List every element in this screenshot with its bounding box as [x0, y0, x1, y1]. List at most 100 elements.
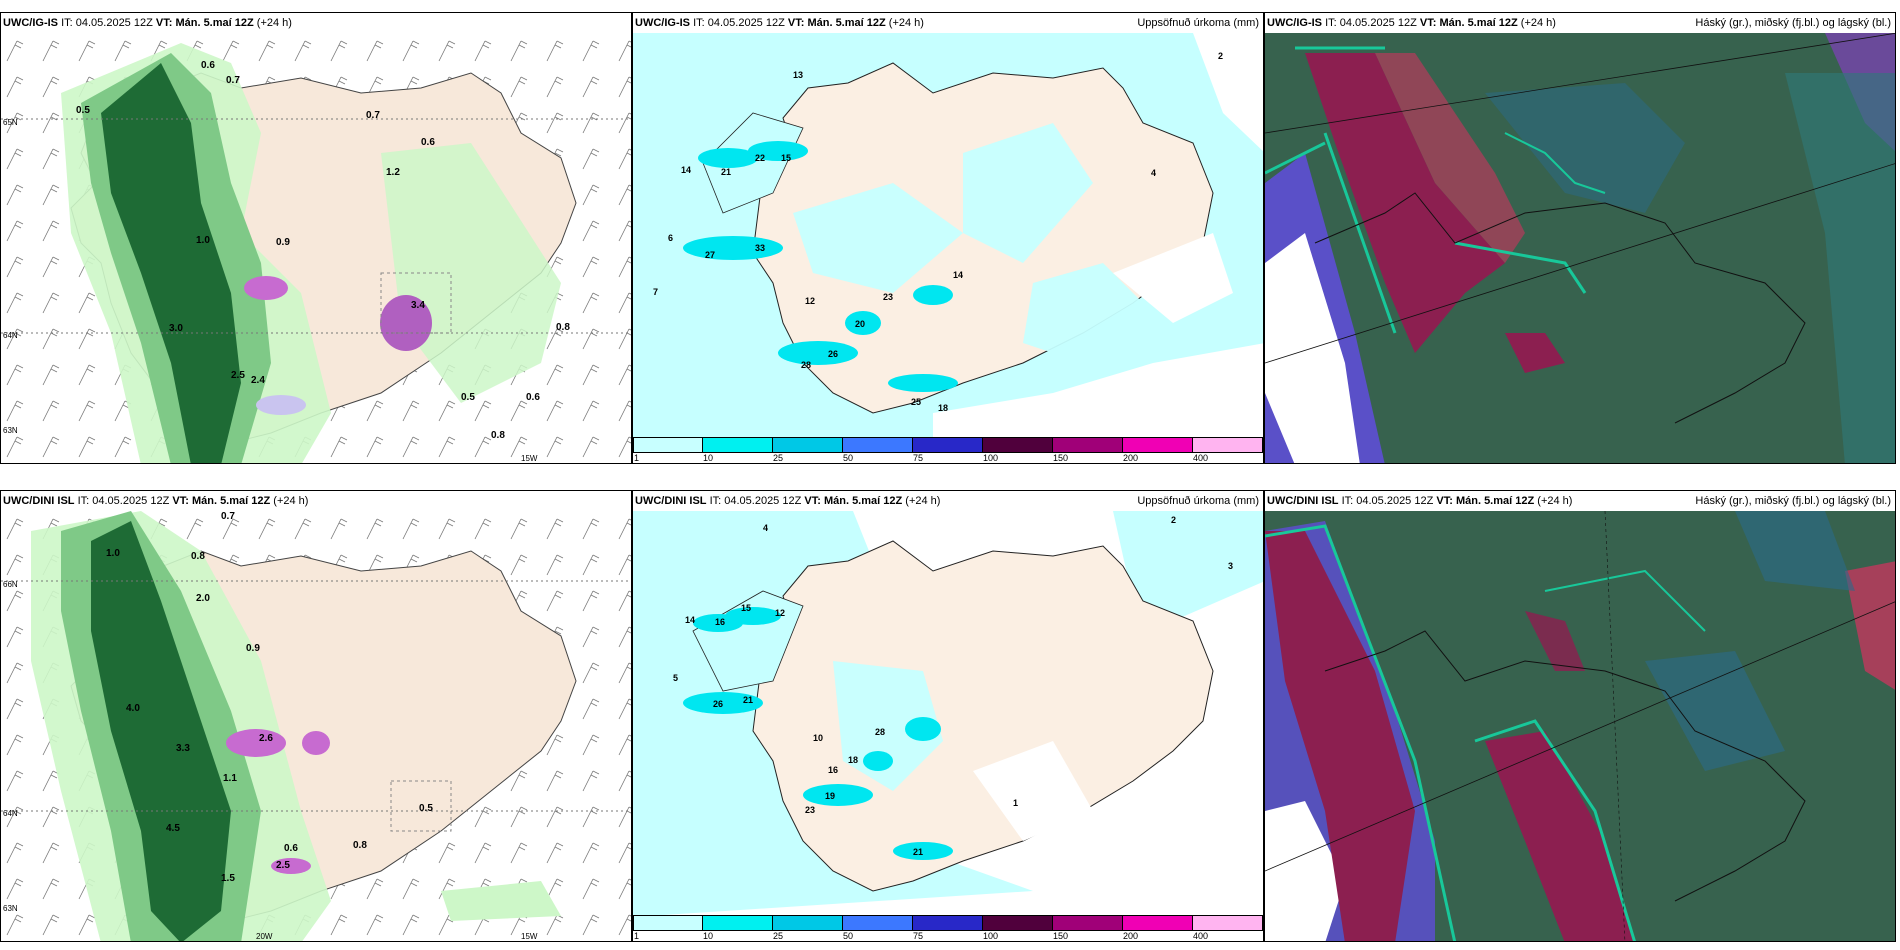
precip-value: 1 — [1013, 798, 1018, 808]
cbar-seg — [1123, 915, 1193, 931]
cbar-label: 25 — [773, 931, 784, 941]
cbar-seg — [773, 915, 843, 931]
cbar-seg — [843, 437, 913, 453]
cloud-map — [1265, 33, 1895, 463]
cbar-label: 1 — [634, 453, 640, 463]
precip-value: 27 — [705, 250, 715, 260]
cbar-label: 400 — [1193, 453, 1209, 463]
wind-value: 0.8 — [191, 551, 205, 562]
cbar-seg — [703, 437, 773, 453]
precip-value: 14 — [685, 615, 695, 625]
wind-value: 2.0 — [196, 593, 210, 604]
precip-panel-header: UWC/IG-IS IT: 04.05.2025 12Z VT: Mán. 5.… — [633, 13, 1263, 33]
cbar-seg — [1123, 437, 1193, 453]
lat-label: 63N — [3, 904, 18, 913]
precip-max-3 — [683, 236, 783, 260]
wind-value: 3.0 — [169, 323, 183, 334]
precip-value: 14 — [953, 270, 963, 280]
precip-map: 14 16 15 12 26 21 10 18 16 19 23 28 4 5 … — [633, 511, 1263, 917]
wind-value: 0.9 — [276, 237, 290, 248]
precip-max-4 — [778, 341, 858, 365]
precip-value: 21 — [743, 695, 753, 705]
precip-map: 13 22 15 21 14 27 33 12 20 26 28 23 14 4… — [633, 33, 1263, 439]
wind-value: 1.0 — [106, 548, 120, 559]
wind-value: 2.4 — [251, 375, 265, 386]
cbar-seg — [1053, 915, 1123, 931]
precip-value: 15 — [781, 153, 791, 163]
iceland-outline — [1314, 192, 1806, 424]
precip-value: 10 — [813, 733, 823, 743]
cloud-title: Háský (gr.), miðský (fj.bl.) og lágský (… — [1695, 17, 1891, 29]
cloud-map — [1265, 511, 1895, 941]
precip-value: 22 — [755, 153, 765, 163]
wind-value: 1.1 — [223, 773, 237, 784]
precip-value: 21 — [721, 167, 731, 177]
wind-map: 66N 64N 63N 20W 15W 0.7 0.8 1.0 2.0 0.9 … — [1, 511, 631, 941]
precip-panel-top: UWC/IG-IS IT: 04.05.2025 12Z VT: Mán. 5.… — [632, 12, 1264, 464]
cbar-seg — [703, 915, 773, 931]
wind-map: 65N 64N 63N 15W 0.6 0.7 0.5 0.7 1.2 0.6 … — [1, 33, 631, 463]
wind-value: 2.5 — [231, 370, 245, 381]
precip-value: 23 — [883, 292, 893, 302]
lat-label: 64N — [3, 809, 18, 818]
precip-value: 20 — [855, 319, 865, 329]
cbar-seg — [633, 915, 703, 931]
wind-value: 0.6 — [201, 60, 215, 71]
precip-value: 3 — [1228, 561, 1233, 571]
cbar-label: 100 — [983, 931, 999, 941]
lat-label: 64N — [3, 331, 18, 340]
wind-value: 0.8 — [491, 430, 505, 441]
precip-value: 2 — [1171, 515, 1176, 525]
precip-value: 4 — [1151, 168, 1156, 178]
high-cloud-band — [1305, 53, 1505, 353]
cbar-label: 200 — [1123, 931, 1139, 941]
wind-band-dark — [101, 63, 241, 463]
precip-value: 19 — [825, 791, 835, 801]
cbar-seg — [633, 437, 703, 453]
cbar-label: 100 — [983, 453, 999, 463]
precip-value: 25 — [911, 397, 921, 407]
precip-value: 7 — [653, 287, 658, 297]
lon-label: 15W — [521, 932, 538, 941]
lon-label: 20W — [256, 932, 273, 941]
lat-label: 66N — [3, 580, 18, 589]
wind-value: 0.7 — [221, 511, 235, 522]
wind-panel-top: UWC/IG-IS IT: 04.05.2025 12Z VT: Mán. 5.… — [0, 12, 632, 464]
cbar-label: 200 — [1123, 453, 1139, 463]
cbar-label: 75 — [913, 931, 924, 941]
cbar-label: 1 — [634, 931, 640, 941]
precip-value: 26 — [828, 349, 838, 359]
wind-panel-header: UWC/DINI ISL IT: 04.05.2025 12Z VT: Mán.… — [1, 491, 631, 511]
precip-value: 18 — [848, 755, 858, 765]
precip-max-5 — [845, 311, 881, 335]
precip-value: 4 — [763, 523, 768, 533]
iceland-outline — [1324, 630, 1806, 902]
wind-value: 0.5 — [76, 105, 90, 116]
precip-colorbar: 1 10 25 50 75 100 150 200 400 — [633, 915, 1263, 941]
wind-panel-header: UWC/IG-IS IT: 04.05.2025 12Z VT: Mán. 5.… — [1, 13, 631, 33]
precip-value: 21 — [913, 847, 923, 857]
cbar-label: 150 — [1053, 931, 1069, 941]
precip-value: 23 — [805, 805, 815, 815]
wind-value: 0.8 — [556, 322, 570, 333]
cbar-label: 10 — [703, 931, 714, 941]
wind-value: 1.2 — [386, 167, 400, 178]
precip-value: 18 — [938, 403, 948, 413]
cloud-panel-top: UWC/IG-IS IT: 04.05.2025 12Z VT: Mán. 5.… — [1264, 12, 1896, 464]
precip-max-2 — [748, 141, 808, 161]
cbar-seg — [843, 915, 913, 931]
precip-value: 16 — [828, 765, 838, 775]
precip-colorbar: 1 10 25 50 75 100 150 200 400 — [633, 437, 1263, 463]
cbar-seg — [983, 915, 1053, 931]
cbar-seg — [773, 437, 843, 453]
wind-value: 4.5 — [166, 823, 180, 834]
precip-value: 6 — [668, 233, 673, 243]
precip-value: 12 — [775, 608, 785, 618]
cloud-panel-header: UWC/IG-IS IT: 04.05.2025 12Z VT: Mán. 5.… — [1265, 13, 1895, 33]
wind-value: 3.4 — [411, 300, 425, 311]
precip-max-1 — [698, 148, 758, 168]
cbar-seg — [1053, 437, 1123, 453]
cbar-seg — [913, 915, 983, 931]
wind-max-magenta-2 — [380, 295, 432, 351]
precip-panel-bottom: UWC/DINI ISL IT: 04.05.2025 12Z VT: Mán.… — [632, 490, 1264, 942]
